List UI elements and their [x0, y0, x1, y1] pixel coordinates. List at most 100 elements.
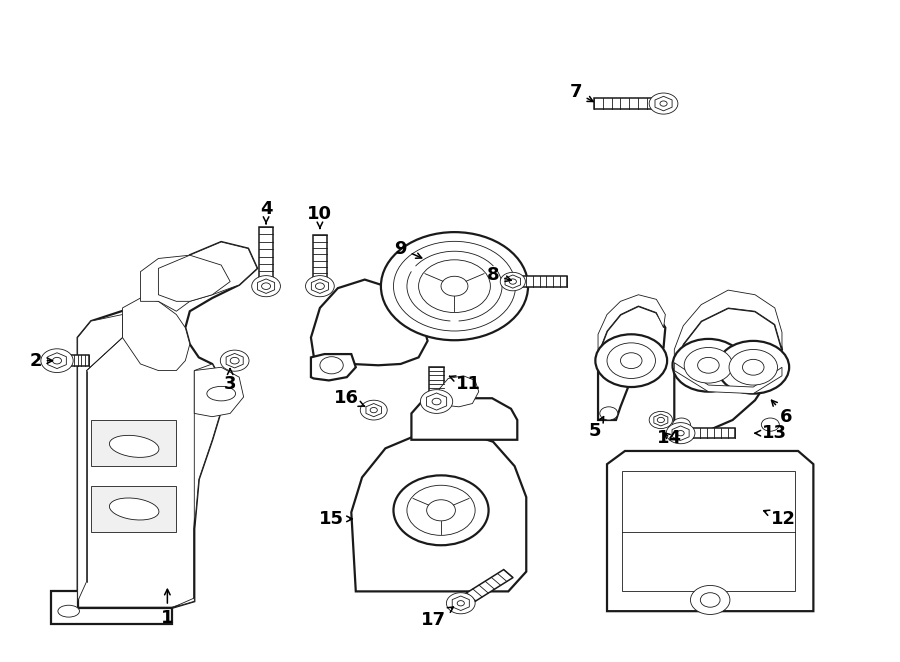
- Ellipse shape: [110, 498, 159, 520]
- Circle shape: [393, 242, 516, 331]
- Polygon shape: [439, 376, 479, 407]
- Text: 9: 9: [394, 240, 422, 258]
- Polygon shape: [140, 242, 257, 311]
- Circle shape: [620, 353, 642, 369]
- Polygon shape: [598, 306, 665, 420]
- Circle shape: [52, 357, 61, 364]
- Text: 11: 11: [449, 375, 481, 393]
- Polygon shape: [672, 426, 689, 440]
- Text: 17: 17: [421, 607, 454, 629]
- Text: 3: 3: [224, 369, 237, 393]
- Circle shape: [700, 592, 720, 607]
- Polygon shape: [158, 255, 230, 301]
- Text: 14: 14: [657, 429, 682, 447]
- Polygon shape: [429, 367, 444, 401]
- Circle shape: [220, 350, 249, 371]
- Polygon shape: [513, 276, 567, 287]
- Polygon shape: [411, 399, 518, 440]
- Polygon shape: [679, 428, 735, 438]
- Polygon shape: [366, 404, 382, 416]
- Polygon shape: [607, 451, 814, 611]
- Circle shape: [595, 334, 667, 387]
- Circle shape: [370, 408, 377, 412]
- Circle shape: [761, 418, 779, 431]
- Polygon shape: [674, 290, 782, 367]
- Polygon shape: [622, 471, 796, 591]
- Circle shape: [666, 422, 695, 444]
- Text: 12: 12: [764, 510, 796, 528]
- Circle shape: [40, 349, 73, 373]
- Text: 2: 2: [29, 352, 52, 369]
- Ellipse shape: [58, 605, 79, 617]
- Circle shape: [441, 276, 468, 296]
- Circle shape: [418, 260, 490, 312]
- Circle shape: [393, 475, 489, 545]
- Polygon shape: [58, 355, 89, 366]
- Polygon shape: [50, 591, 172, 624]
- Polygon shape: [674, 363, 782, 394]
- Circle shape: [698, 357, 719, 373]
- Circle shape: [509, 279, 517, 284]
- Polygon shape: [598, 295, 665, 354]
- Text: 5: 5: [590, 416, 604, 440]
- Circle shape: [599, 407, 617, 420]
- Circle shape: [381, 232, 528, 340]
- Ellipse shape: [207, 387, 236, 401]
- Polygon shape: [312, 236, 327, 286]
- Circle shape: [262, 283, 271, 289]
- Circle shape: [607, 343, 655, 379]
- Circle shape: [427, 500, 455, 521]
- Ellipse shape: [110, 436, 159, 457]
- Polygon shape: [594, 98, 665, 109]
- Circle shape: [717, 341, 789, 394]
- Text: 16: 16: [334, 389, 364, 407]
- Polygon shape: [257, 279, 274, 293]
- Circle shape: [252, 275, 281, 297]
- Polygon shape: [194, 367, 244, 416]
- Circle shape: [407, 485, 475, 536]
- Circle shape: [432, 399, 441, 405]
- Text: 7: 7: [570, 83, 593, 101]
- Polygon shape: [77, 242, 257, 608]
- Text: 10: 10: [308, 205, 332, 228]
- Polygon shape: [674, 308, 782, 433]
- Polygon shape: [310, 354, 356, 381]
- Circle shape: [672, 418, 690, 431]
- Circle shape: [315, 283, 324, 289]
- Text: 8: 8: [487, 266, 511, 284]
- Polygon shape: [77, 314, 122, 601]
- Text: 6: 6: [771, 401, 793, 426]
- Polygon shape: [427, 393, 446, 410]
- Circle shape: [420, 390, 453, 413]
- Circle shape: [742, 359, 764, 375]
- Text: 4: 4: [260, 200, 273, 224]
- Polygon shape: [310, 279, 428, 367]
- Circle shape: [677, 430, 684, 436]
- Circle shape: [360, 401, 387, 420]
- Circle shape: [660, 101, 667, 106]
- Circle shape: [729, 350, 778, 385]
- Text: 13: 13: [755, 424, 788, 442]
- Circle shape: [457, 600, 464, 606]
- Polygon shape: [259, 227, 274, 286]
- Polygon shape: [655, 96, 672, 111]
- Polygon shape: [91, 486, 176, 532]
- Polygon shape: [454, 569, 513, 608]
- Polygon shape: [226, 354, 243, 368]
- Circle shape: [320, 357, 343, 374]
- Circle shape: [649, 411, 672, 428]
- Text: 1: 1: [161, 589, 174, 627]
- Circle shape: [672, 339, 744, 392]
- Polygon shape: [91, 420, 176, 466]
- Polygon shape: [452, 596, 469, 610]
- Polygon shape: [311, 279, 328, 293]
- Circle shape: [500, 272, 526, 291]
- Polygon shape: [654, 414, 668, 426]
- Polygon shape: [194, 364, 221, 601]
- Circle shape: [305, 275, 334, 297]
- Circle shape: [649, 93, 678, 114]
- Polygon shape: [351, 431, 526, 591]
- Circle shape: [684, 348, 733, 383]
- Polygon shape: [48, 353, 67, 369]
- Text: 15: 15: [320, 510, 352, 528]
